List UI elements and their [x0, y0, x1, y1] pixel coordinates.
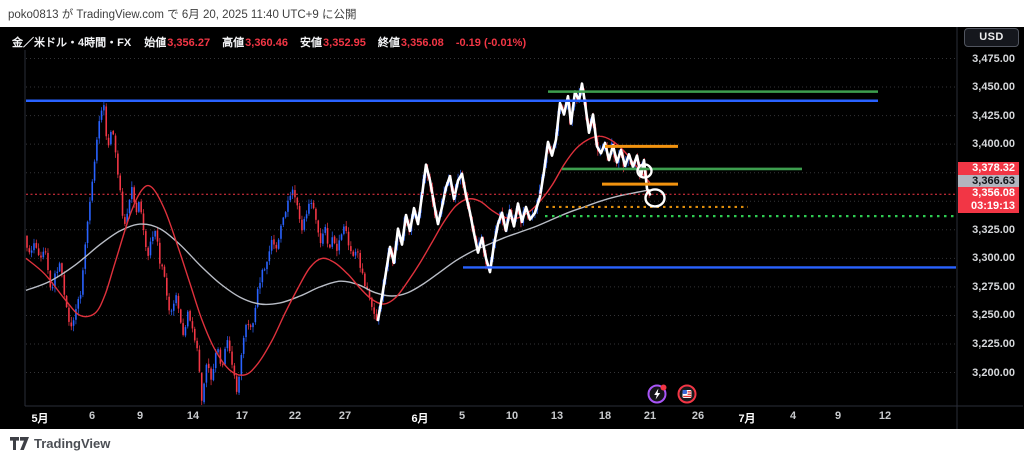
- price-tick-label: 3,250.00: [972, 309, 1015, 322]
- footer-bar: TradingView: [0, 429, 1024, 457]
- price-tick-label: 3,225.00: [972, 338, 1015, 350]
- time-axis-label: 13: [550, 410, 564, 422]
- time-axis-label: 22: [288, 410, 302, 422]
- time-axis-label: 26: [691, 410, 705, 422]
- time-axis-label: 9: [834, 410, 842, 422]
- tradingview-logo[interactable]: TradingView: [10, 436, 110, 451]
- time-axis-label: 5月: [31, 413, 49, 425]
- time-axis-label: 7月: [738, 413, 756, 425]
- ohlc-open: 始値3,356.27: [144, 37, 211, 49]
- ma-slow-line: [25, 189, 651, 306]
- time-axis-label: 6: [88, 410, 96, 422]
- price-tick-label: 3,400.00: [972, 138, 1015, 151]
- price-tick-label: 3,325.00: [972, 223, 1015, 236]
- publish-attribution-bar: poko0813 が TradingView.com で 6月 20, 2025…: [0, 0, 1024, 27]
- time-axis-label: 5: [458, 410, 466, 422]
- time-axis-label: 21: [643, 410, 657, 422]
- time-axis-label: 14: [186, 410, 200, 422]
- time-axis-label: 12: [878, 410, 892, 422]
- ohlc-low: 安値3,352.95: [300, 37, 366, 49]
- bar-countdown: 03:19:13: [970, 200, 1015, 213]
- indicator-price-badge: 3,366.63: [958, 175, 1019, 189]
- ma-fast-line: [25, 135, 651, 376]
- time-axis-label: 18: [598, 410, 612, 422]
- tradingview-mark-icon: [10, 437, 29, 450]
- ohlc-high: 高値3,360.46: [222, 37, 288, 49]
- currency-button[interactable]: USD: [964, 28, 1019, 47]
- zigzag-price-line[interactable]: [376, 82, 652, 322]
- tradingview-logo-text: TradingView: [34, 436, 111, 451]
- flash-event-icon[interactable]: [646, 383, 668, 405]
- price-tick-label: 3,425.00: [972, 109, 1015, 122]
- last-price-badge: 3,356.08 03:19:13: [958, 187, 1019, 214]
- time-axis-label: 4: [789, 410, 797, 422]
- price-change: -0.19 (-0.01%): [455, 37, 527, 49]
- price-tick-label: 3,275.00: [972, 280, 1015, 293]
- gridlines: [26, 58, 956, 374]
- price-tick-label: 3,450.00: [972, 81, 1015, 94]
- price-tick-label: 3,300.00: [972, 252, 1015, 265]
- time-axis-label: 27: [338, 410, 352, 422]
- annotation-circle-2[interactable]: [644, 188, 666, 208]
- time-axis-label: 9: [136, 410, 144, 422]
- time-axis-label: 6月: [411, 413, 429, 425]
- chart-legend: 金／米ドル・4時間・FX 始値3,356.27 高値3,360.46 安値3,3…: [12, 34, 526, 50]
- time-axis-label: 10: [505, 410, 519, 422]
- symbol-title: 金／米ドル・4時間・FX: [12, 37, 132, 49]
- price-tick-label: 3,475.00: [972, 52, 1015, 65]
- annotation-circle-1[interactable]: [636, 163, 653, 179]
- alert-price-badge: 3,378.32: [958, 161, 1019, 175]
- plot-area[interactable]: [25, 58, 956, 406]
- time-axis-label: 17: [235, 410, 249, 422]
- ohlc-close: 終値3,356.08: [377, 37, 444, 49]
- attribution-text: poko0813 が TradingView.com で 6月 20, 2025…: [8, 9, 357, 21]
- news-event-icon[interactable]: [676, 383, 698, 405]
- price-chart[interactable]: [0, 27, 1024, 429]
- chart-panel[interactable]: 金／米ドル・4時間・FX 始値3,356.27 高値3,360.46 安値3,3…: [0, 27, 1024, 429]
- price-tick-label: 3,200.00: [972, 366, 1015, 379]
